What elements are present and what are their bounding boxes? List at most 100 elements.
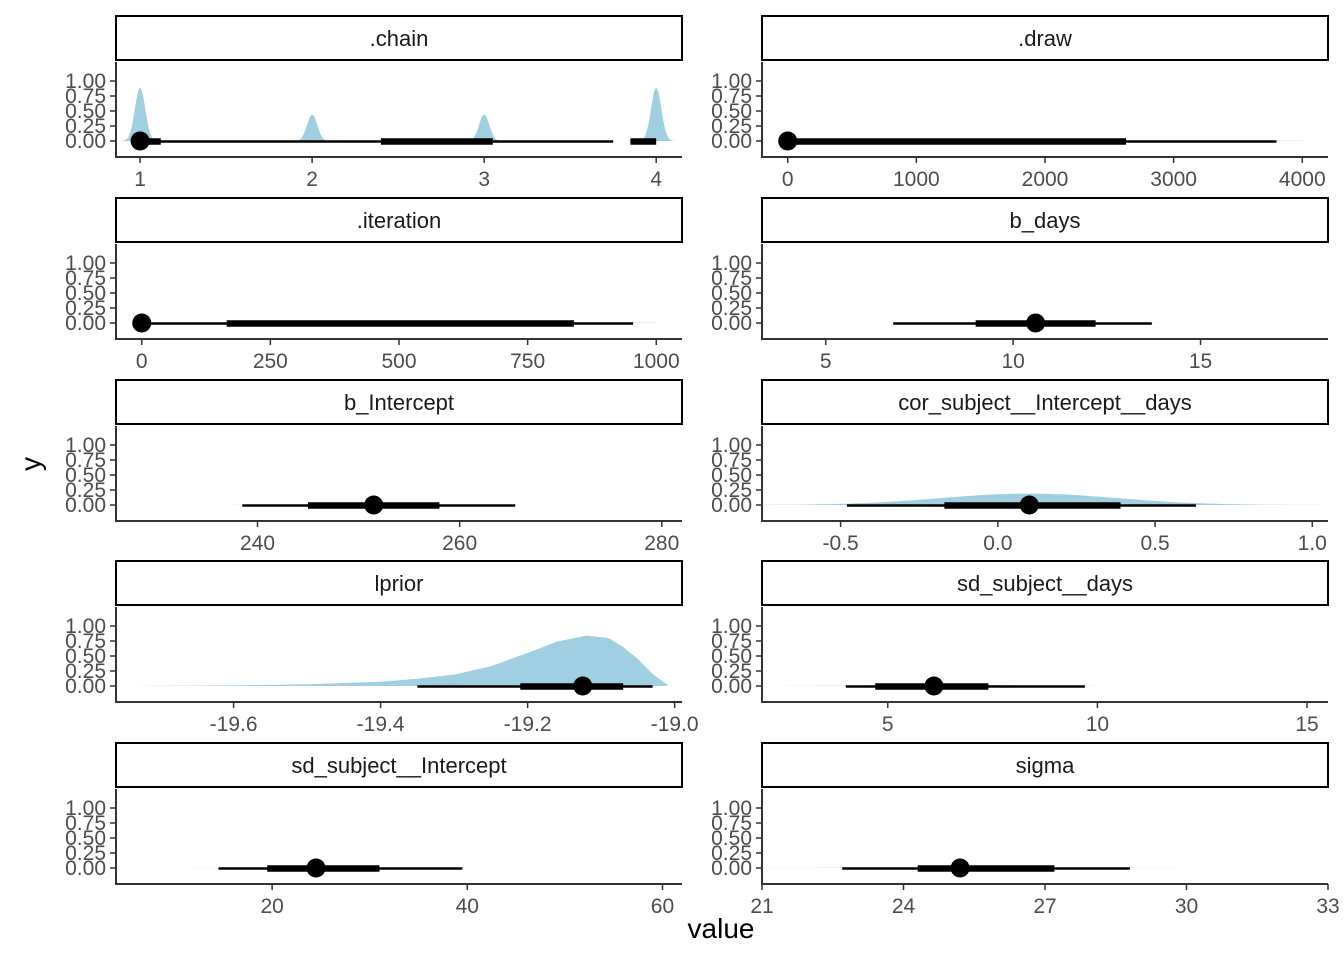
facet-strip (115, 742, 683, 788)
x-tick-label: -19.4 (357, 713, 405, 736)
x-tick-label: 4 (650, 168, 662, 191)
y-tick-label: 1.00 (65, 252, 106, 275)
y-tick-label: 1.00 (711, 797, 752, 820)
x-tick-label: 5 (882, 713, 894, 736)
median-point (1026, 313, 1046, 333)
y-tick-label: 0.25 (711, 115, 752, 138)
x-tick-label: -19.2 (504, 713, 552, 736)
x-tick-label: 0.5 (1140, 532, 1169, 555)
y-tick-label: 0.00 (65, 494, 106, 517)
facet-strip-label: lprior (375, 571, 424, 596)
y-axis-title: y (15, 457, 46, 471)
density-area (123, 635, 668, 686)
facet-strip (761, 379, 1329, 425)
y-tick-label: 0.25 (711, 660, 752, 683)
y-tick-label: 0.00 (65, 312, 106, 335)
y-tick-label: 0.25 (711, 297, 752, 320)
facet-strip-label: sigma (1016, 753, 1075, 778)
y-tick-label: 1.00 (711, 252, 752, 275)
x-tick-label: 20 (260, 895, 283, 918)
y-tick-label: 0.25 (65, 115, 106, 138)
x-tick-label: 30 (1175, 895, 1198, 918)
facet-strip (761, 15, 1329, 61)
x-axis-title: value (688, 913, 755, 944)
x-tick-label: 2000 (1022, 168, 1069, 191)
y-tick-label: 0.00 (711, 494, 752, 517)
x-tick-label: 15 (1189, 350, 1212, 373)
x-tick-label: 10 (1086, 713, 1109, 736)
y-tick-label: 0.00 (65, 857, 106, 880)
facet-strip (761, 560, 1329, 606)
y-tick-label: 0.75 (711, 449, 752, 472)
x-tick-label: 0.0 (983, 532, 1012, 555)
facet-strip-label: .iteration (357, 208, 441, 233)
y-tick-label: 0.25 (711, 479, 752, 502)
y-tick-label: 1.00 (65, 70, 106, 93)
y-tick-label: 0.00 (65, 130, 106, 153)
x-tick-label: -19.0 (651, 713, 699, 736)
median-point (950, 858, 970, 878)
y-tick-label: 0.75 (711, 812, 752, 835)
x-tick-label: 1000 (633, 350, 680, 373)
y-tick-label: 0.50 (65, 827, 106, 850)
y-tick-label: 0.50 (65, 100, 106, 123)
y-tick-label: 1.00 (711, 615, 752, 638)
x-tick-label: 60 (651, 895, 674, 918)
y-tick-label: 0.75 (65, 267, 106, 290)
y-tick-label: 0.00 (65, 675, 106, 698)
x-tick-label: -19.6 (210, 713, 258, 736)
facet-strip (761, 197, 1329, 243)
y-tick-label: 0.50 (711, 464, 752, 487)
x-tick-label: 2 (306, 168, 318, 191)
y-tick-label: 0.50 (711, 645, 752, 668)
x-tick-label: 260 (442, 532, 477, 555)
x-tick-label: 27 (1033, 895, 1056, 918)
facet-strip-label: b_Intercept (344, 390, 454, 415)
x-tick-label: 0 (782, 168, 794, 191)
x-tick-label: 40 (456, 895, 479, 918)
y-tick-label: 1.00 (65, 434, 106, 457)
y-tick-label: 0.75 (711, 267, 752, 290)
facet-strip-label: cor_subject__Intercept__days (898, 390, 1192, 415)
median-point (130, 131, 150, 151)
facet-strip-label: .draw (1018, 26, 1072, 51)
density-spike (291, 114, 333, 141)
y-tick-label: 0.00 (711, 130, 752, 153)
y-tick-label: 0.50 (65, 282, 106, 305)
y-tick-label: 0.50 (711, 100, 752, 123)
x-tick-label: 250 (253, 350, 288, 373)
y-tick-label: 0.50 (65, 645, 106, 668)
median-point (573, 676, 593, 696)
y-tick-label: 0.25 (65, 842, 106, 865)
facet-strip (115, 379, 683, 425)
x-tick-label: 280 (644, 532, 679, 555)
x-tick-label: 10 (1001, 350, 1024, 373)
x-tick-label: 500 (381, 350, 416, 373)
facet-strip-label: sd_subject__days (957, 571, 1133, 596)
density-area (762, 493, 1328, 505)
x-tick-label: 15 (1295, 713, 1318, 736)
median-point (364, 495, 384, 515)
x-tick-label: 1 (134, 168, 146, 191)
x-tick-label: 3000 (1150, 168, 1197, 191)
density-spike (119, 87, 161, 141)
y-tick-label: 0.75 (711, 630, 752, 653)
facet-strip-label: sd_subject__Intercept (291, 753, 506, 778)
x-tick-label: 1.0 (1298, 532, 1327, 555)
median-point (132, 313, 152, 333)
y-tick-label: 0.75 (65, 630, 106, 653)
y-tick-label: 0.75 (65, 812, 106, 835)
x-tick-label: 33 (1316, 895, 1339, 918)
x-tick-label: 3 (478, 168, 490, 191)
y-tick-label: 0.25 (711, 842, 752, 865)
y-tick-label: 0.25 (65, 479, 106, 502)
facet-strip-label: .chain (370, 26, 429, 51)
y-tick-label: 0.75 (65, 85, 106, 108)
y-tick-label: 0.75 (65, 449, 106, 472)
y-tick-label: 0.50 (711, 827, 752, 850)
x-tick-label: 1000 (893, 168, 940, 191)
facet-strip-label: b_days (1010, 208, 1081, 233)
facet-strip (761, 742, 1329, 788)
facet-strip (115, 197, 683, 243)
